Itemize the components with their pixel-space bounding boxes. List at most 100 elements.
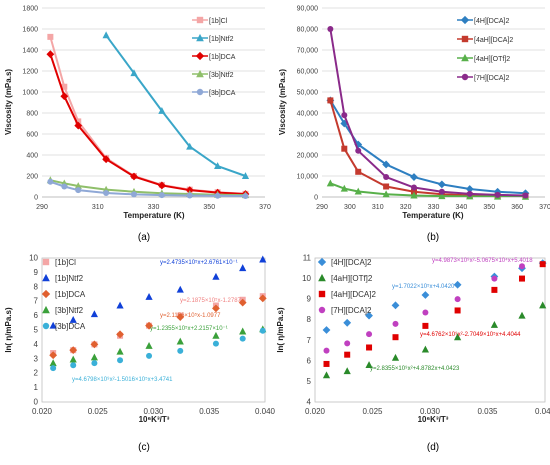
x-tick-label: 0.020 <box>305 407 326 416</box>
legend-label: [1b]DCA <box>55 290 86 299</box>
data-point <box>490 320 498 328</box>
y-tick-label: 4 <box>34 340 39 349</box>
data-point <box>91 360 98 367</box>
y-tick-label: 0 <box>34 195 38 202</box>
data-point <box>116 347 124 355</box>
panel-label: (b) <box>427 232 439 243</box>
panel-label: (a) <box>138 232 150 243</box>
legend-marker <box>318 290 326 298</box>
series-line <box>105 34 246 177</box>
x-axis-title: Temperature (K) <box>402 211 464 220</box>
data-point <box>258 294 267 303</box>
x-tick-label: 310 <box>372 204 384 211</box>
y-tick-label: 8 <box>307 315 312 324</box>
y-tick-label: 6 <box>34 311 39 320</box>
y-tick-label: 90,000 <box>297 6 319 13</box>
data-point <box>539 301 547 309</box>
data-point <box>90 353 99 361</box>
legend-entry: [4H][DCA]2 <box>317 257 372 267</box>
data-point <box>69 355 77 363</box>
y-tick-label: 5 <box>34 326 39 335</box>
data-point <box>422 309 429 316</box>
data-point <box>454 307 461 314</box>
chart-panel-c: 0.020 0.025 0.030 0.035 0.040 0 1 2 3 4 5 6 7 8 9 10 10⁶… <box>4 254 276 454</box>
x-axis-title: Temperature (K) <box>123 211 185 220</box>
legend-entry: [3b]DCA <box>42 322 86 331</box>
data-point <box>344 340 351 347</box>
legend-marker <box>195 51 205 61</box>
data-point <box>327 97 334 104</box>
legend-marker <box>461 35 469 43</box>
data-point <box>465 185 474 193</box>
data-point <box>130 69 138 77</box>
data-point <box>90 340 99 349</box>
data-point <box>421 291 430 299</box>
data-point <box>322 371 331 379</box>
data-point <box>383 174 390 181</box>
data-point <box>355 168 362 175</box>
data-point <box>491 275 498 282</box>
data-point <box>327 26 334 32</box>
data-point <box>102 155 111 164</box>
data-point <box>158 107 166 114</box>
data-point <box>145 321 153 330</box>
series-3b-dca <box>47 178 249 199</box>
legend-label: [4aH][OTf]2 <box>331 274 373 283</box>
data-point <box>239 327 247 335</box>
data-point <box>214 192 221 199</box>
series-4ah-otf-2 <box>322 301 547 379</box>
legend-marker <box>318 273 326 282</box>
data-point <box>392 334 399 341</box>
x-tick-label: 370 <box>539 204 550 211</box>
x-tick-label: 310 <box>92 204 104 211</box>
legend-marker <box>196 33 204 42</box>
data-point <box>47 178 54 185</box>
plot-frame <box>314 257 546 403</box>
data-point <box>47 33 54 40</box>
data-point <box>522 192 529 199</box>
series-7h-dca-2 <box>327 26 529 199</box>
data-point <box>214 162 222 170</box>
data-point <box>69 346 78 355</box>
legend-marker <box>461 73 469 81</box>
data-point <box>242 192 249 199</box>
data-point <box>186 142 194 150</box>
legend-entry: [1b]Ntf2 <box>42 273 84 283</box>
data-point <box>453 280 462 289</box>
legend-marker <box>196 88 204 96</box>
data-point <box>323 360 330 367</box>
x-tick-label: 330 <box>148 204 160 211</box>
data-point <box>116 301 124 309</box>
x-tick-label: 330 <box>428 204 440 211</box>
data-point <box>102 31 110 39</box>
y-axis-title: Viscosity (mPa.s) <box>4 69 13 135</box>
data-point <box>130 191 137 198</box>
legend-label: [1b]Cl <box>209 18 228 25</box>
data-point <box>146 352 153 359</box>
x-tick-label: 0.030 <box>420 407 441 416</box>
fit-equation: y=4.6762×10⁹x²-2.7049×10⁵x+4.4044 <box>420 331 521 338</box>
legend-label: [1b]Cl <box>55 258 76 267</box>
y-tick-label: 400 <box>26 153 38 160</box>
legend-marker <box>42 273 50 282</box>
y-tick-label: 1 <box>34 383 39 392</box>
data-point <box>344 351 351 358</box>
y-tick-label: 7 <box>34 297 39 306</box>
legend-marker <box>41 289 51 299</box>
data-point <box>90 310 99 318</box>
y-tick-label: 7 <box>307 336 312 345</box>
y-tick-label: 40,000 <box>297 111 319 118</box>
data-point <box>46 50 55 59</box>
y-tick-label: 9 <box>34 268 39 277</box>
legend-label: [1b]Ntf2 <box>209 36 234 43</box>
series-1b-dca <box>49 294 267 360</box>
fit-equation: y=4.6798×10⁹x²-1.5016×10⁵x+3.4741 <box>72 376 173 383</box>
data-point <box>354 187 362 195</box>
data-point <box>519 275 525 282</box>
data-point <box>50 365 57 372</box>
data-point <box>519 263 525 270</box>
data-point <box>61 183 68 190</box>
data-point <box>454 296 461 303</box>
data-point <box>323 347 330 354</box>
